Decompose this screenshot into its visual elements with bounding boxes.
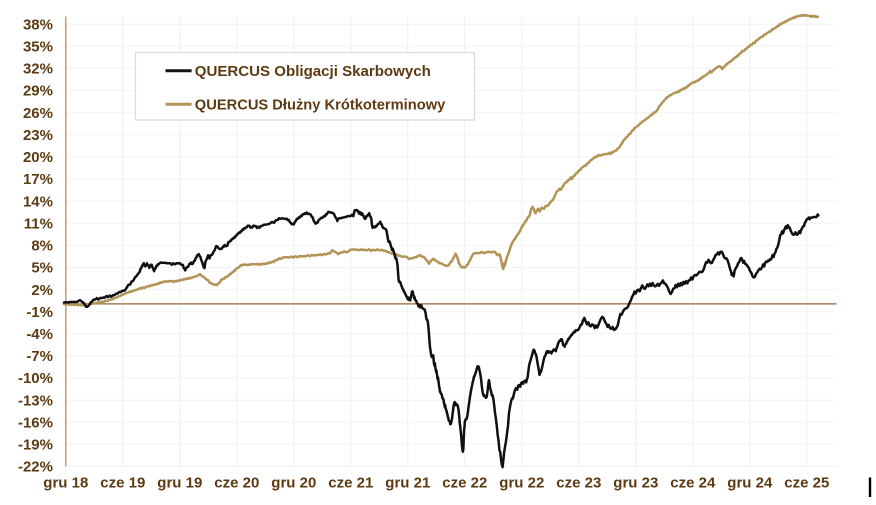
svg-text:17%: 17% [23,171,53,188]
svg-text:gru 19: gru 19 [157,475,202,492]
svg-text:cze 23: cze 23 [556,475,601,492]
svg-text:QUERCUS Dłużny Krótkoterminowy: QUERCUS Dłużny Krótkoterminowy [195,96,446,113]
svg-text:20%: 20% [23,149,53,166]
svg-text:-22%: -22% [18,459,53,476]
svg-text:gru 24: gru 24 [727,475,773,492]
svg-text:23%: 23% [23,127,53,144]
svg-text:32%: 32% [23,61,53,78]
svg-text:-7%: -7% [26,348,53,365]
svg-text:cze 22: cze 22 [442,475,487,492]
svg-text:cze 21: cze 21 [328,475,373,492]
svg-text:cze 20: cze 20 [214,475,259,492]
svg-text:QUERCUS Obligacji Skarbowych: QUERCUS Obligacji Skarbowych [195,63,431,80]
svg-text:gru 22: gru 22 [499,475,544,492]
svg-text:cze 25: cze 25 [784,475,829,492]
svg-text:38%: 38% [23,16,53,33]
svg-text:-1%: -1% [26,304,53,321]
svg-text:-19%: -19% [18,437,53,454]
svg-text:cze 19: cze 19 [100,475,145,492]
svg-text:gru 21: gru 21 [385,475,430,492]
svg-text:14%: 14% [23,193,53,210]
svg-text:cze 24: cze 24 [670,475,716,492]
svg-text:gru 20: gru 20 [271,475,316,492]
svg-text:35%: 35% [23,39,53,56]
svg-text:8%: 8% [31,238,53,255]
svg-text:11%: 11% [24,215,53,232]
svg-text:-4%: -4% [26,326,53,343]
svg-text:-10%: -10% [18,370,53,387]
svg-text:2%: 2% [31,282,53,299]
svg-text:gru 23: gru 23 [613,475,658,492]
svg-text:-13%: -13% [18,392,53,409]
svg-text:5%: 5% [31,260,53,277]
svg-text:29%: 29% [23,83,53,100]
svg-text:26%: 26% [23,105,53,122]
svg-text:gru 18: gru 18 [43,475,88,492]
svg-text:-16%: -16% [18,415,53,432]
